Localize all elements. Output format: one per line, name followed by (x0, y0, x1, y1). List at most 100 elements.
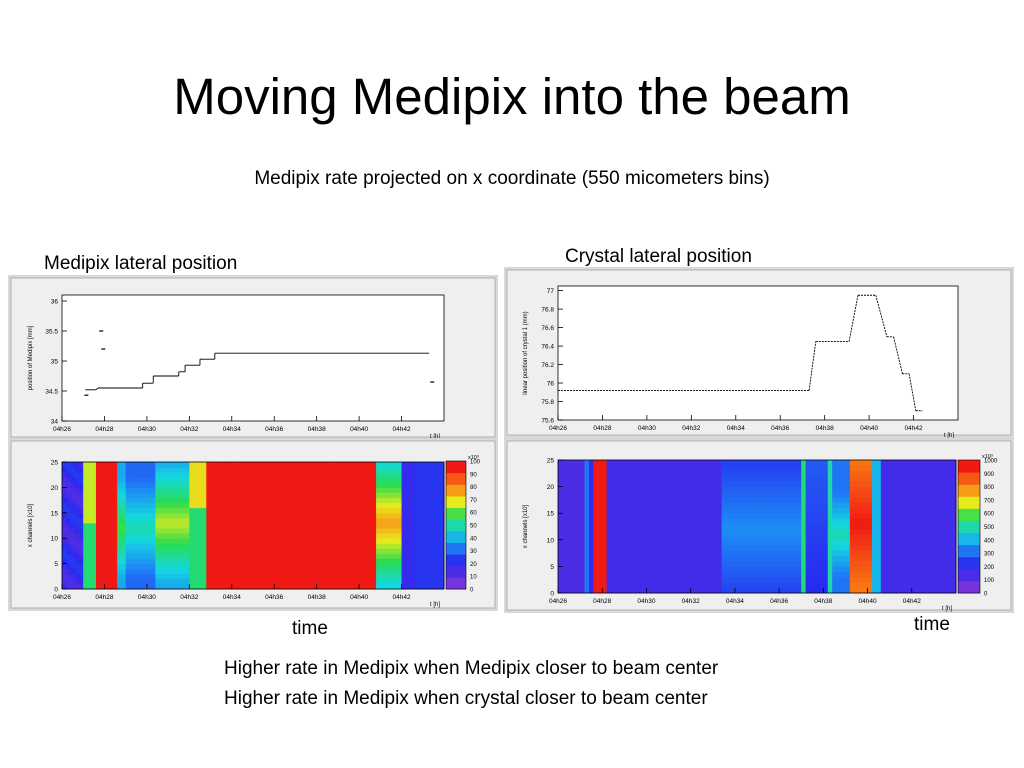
heatmap-cell (363, 472, 368, 478)
heatmap-cell (240, 487, 245, 493)
heatmap-cell (202, 497, 207, 504)
heatmap-cell (611, 481, 616, 487)
heatmap-cell (269, 492, 275, 498)
heatmap-cell (333, 522, 339, 529)
heatmap-cell (104, 502, 110, 509)
heatmap-cell (933, 555, 939, 562)
heatmap-cell (938, 571, 944, 578)
heatmap-cell (367, 497, 373, 504)
colorbar-segment (446, 565, 466, 578)
heatmap-cell (787, 561, 793, 567)
heatmap-cell (337, 502, 343, 509)
x-tick-label: 04h26 (549, 598, 567, 605)
heatmap-cell (185, 563, 190, 570)
heatmap-cell (801, 470, 807, 477)
heatmap-cell (337, 563, 343, 570)
heatmap-cell (730, 555, 736, 562)
heatmap-cell (571, 460, 577, 466)
heatmap-cell (885, 475, 891, 482)
heatmap-cell (261, 578, 267, 585)
heatmap-cell (193, 583, 199, 590)
heatmap-cell (380, 507, 385, 514)
heatmap-cell (214, 467, 220, 473)
heatmap-cell (695, 507, 700, 514)
heatmap-cell (74, 558, 80, 564)
heatmap-cell (849, 550, 855, 557)
heatmap-cell (593, 518, 599, 525)
heatmap-cell (672, 577, 678, 583)
heatmap-cell (752, 577, 758, 583)
heatmap-cell (189, 528, 194, 534)
heatmap-cell (350, 507, 356, 514)
heatmap-cell (624, 518, 630, 525)
heatmap-cell (83, 563, 88, 570)
heatmap-cell (787, 486, 793, 493)
heatmap-cell (291, 553, 296, 559)
heatmap-cell (672, 460, 678, 466)
heatmap-cell (898, 587, 904, 594)
heatmap-cell (265, 528, 271, 534)
heatmap-cell (439, 482, 445, 488)
heatmap-cell (189, 553, 194, 559)
heatmap-cell (584, 561, 590, 567)
heatmap-cell (214, 533, 220, 539)
heatmap-cell (730, 577, 736, 583)
heatmap-cell (333, 578, 339, 585)
heatmap-cell (100, 533, 105, 539)
heatmap-cell (814, 550, 820, 557)
heatmap-cell (168, 482, 173, 488)
heatmap-cell (584, 491, 590, 498)
heatmap-cell (823, 507, 829, 514)
heatmap-cell (761, 486, 767, 493)
heatmap-cell (303, 533, 309, 539)
right-time-label: time (914, 614, 950, 635)
heatmap-cell (752, 507, 758, 514)
heatmap-cell (87, 533, 93, 539)
heatmap-cell (907, 545, 913, 551)
heatmap-cell (325, 497, 330, 504)
heatmap-cell (312, 482, 318, 488)
heatmap-cell (325, 563, 330, 570)
heatmap-cell (248, 467, 254, 473)
heatmap-cell (180, 543, 186, 549)
heatmap-cell (646, 481, 652, 487)
heatmap-cell (796, 481, 802, 487)
heatmap-cell (138, 538, 144, 544)
heatmap-cell (916, 571, 922, 578)
heatmap-cell (146, 517, 152, 524)
heatmap-cell (642, 465, 647, 472)
heatmap-cell (74, 533, 80, 539)
heatmap-cell (83, 482, 88, 488)
heatmap-cell (393, 467, 398, 473)
heatmap-cell (752, 460, 758, 466)
heatmap-cell (172, 477, 177, 483)
heatmap-cell (303, 517, 309, 524)
heatmap-cell (761, 491, 767, 498)
heatmap-cell (810, 481, 815, 487)
heatmap-cell (907, 566, 913, 573)
heatmap-cell (757, 582, 762, 589)
heatmap-cell (410, 497, 415, 504)
heatmap-cell (832, 561, 837, 567)
x-tick-label: 04h40 (350, 426, 368, 433)
heatmap-cell (863, 582, 868, 589)
heatmap-cell (261, 553, 267, 559)
heatmap-cell (236, 553, 241, 559)
heatmap-cell (792, 534, 798, 541)
heatmap-cell (624, 460, 630, 466)
heatmap-cell (947, 502, 952, 509)
heatmap-cell (62, 558, 67, 564)
heatmap-cell (159, 497, 165, 504)
heatmap-cell (827, 561, 833, 567)
heatmap-cell (558, 561, 563, 567)
heatmap-cell (100, 462, 105, 468)
heatmap-cell (814, 491, 820, 498)
heatmap-cell (227, 538, 233, 544)
heatmap-cell (686, 523, 692, 530)
heatmap-cell (210, 522, 216, 529)
heatmap-cell (248, 558, 254, 564)
heatmap-cell (765, 555, 771, 562)
heatmap-cell (257, 548, 262, 554)
y-tick-label: 75.8 (541, 399, 554, 406)
heatmap-cell (761, 460, 767, 466)
